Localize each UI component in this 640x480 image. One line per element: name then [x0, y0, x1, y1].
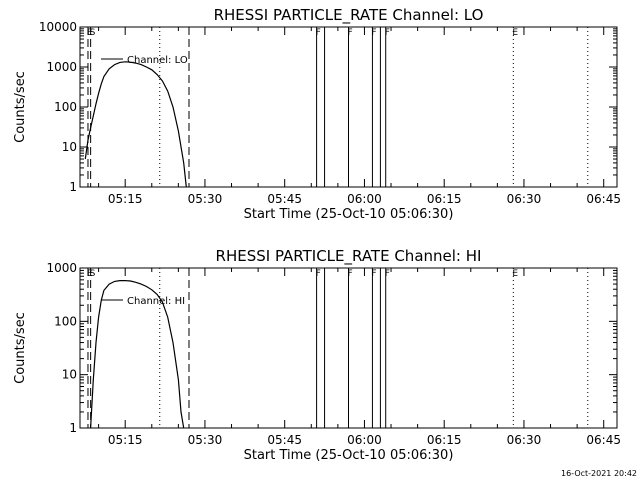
chart1-x-tick-label: 05:30: [188, 433, 223, 447]
chart1-x-tick-label: 06:15: [427, 433, 462, 447]
chart0-x-tick-label: 05:45: [267, 192, 302, 206]
chart1-marker-label: E: [87, 269, 93, 279]
chart0-legend-label: Channel: LO: [127, 55, 188, 66]
chart0-x-tick-label: 06:30: [507, 192, 542, 206]
chart0-marker-label: F: [316, 28, 321, 38]
chart0-x-tick-label: 06:45: [586, 192, 621, 206]
chart1-marker-label: F: [385, 269, 390, 279]
chart0-x-tick-label: 05:15: [108, 192, 143, 206]
chart1-x-tick-label: 05:45: [267, 433, 302, 447]
chart1-y-tick-label: 1000: [46, 261, 77, 275]
chart0-title: RHESSI PARTICLE_RATE Channel: LO: [214, 6, 484, 25]
chart1-marker-label: F: [371, 269, 376, 279]
chart1-x-tick-label: 05:15: [108, 433, 143, 447]
chart1-marker-label: S: [90, 269, 96, 279]
chart1-y-axis-label: Counts/sec: [13, 312, 28, 384]
chart1-y-tick-label: 1: [69, 421, 77, 435]
chart0-x-tick-label: 06:00: [347, 192, 382, 206]
chart1-x-tick-label: 06:30: [507, 433, 542, 447]
chart1-marker-label: F: [316, 269, 321, 279]
chart0-series-line: [84, 61, 187, 188]
chart1-x-tick-label: 06:00: [347, 433, 382, 447]
chart1-series-line: [90, 280, 185, 429]
chart0-marker-label: F: [348, 28, 353, 38]
chart0-y-tick-label: 10000: [39, 20, 77, 34]
chart0-y-tick-label: 10: [62, 140, 77, 154]
chart0-marker-label: E: [87, 28, 93, 38]
chart1-x-axis-label: Start Time (25-Oct-10 05:06:30): [244, 448, 454, 463]
chart0-marker-label: S: [90, 28, 96, 38]
chart0-x-tick-label: 06:15: [427, 192, 462, 206]
chart1-title: RHESSI PARTICLE_RATE Channel: HI: [216, 247, 482, 266]
footer-timestamp: 16-Oct-2021 20:42: [561, 469, 637, 478]
chart1-legend-label: Channel: HI: [127, 296, 185, 307]
chart1-y-tick-label: 10: [62, 368, 77, 382]
chart1-marker-label: F: [348, 269, 353, 279]
chart0-y-tick-label: 100: [54, 100, 77, 114]
chart0-marker-label: F: [371, 28, 376, 38]
chart0-y-axis-label: Counts/sec: [13, 71, 28, 143]
panel-hi: RHESSI PARTICLE_RATE Channel: HI Start Ti…: [13, 247, 621, 463]
chart0-y-tick-label: 1000: [46, 60, 77, 74]
chart1-x-tick-label: 06:45: [586, 433, 621, 447]
chart1-y-tick-label: 100: [54, 314, 77, 328]
chart0-marker-label: E: [512, 28, 518, 38]
chart0-x-axis-label: Start Time (25-Oct-10 05:06:30): [244, 207, 454, 222]
chart0-marker-label: F: [385, 28, 390, 38]
chart1-marker-label: E: [512, 269, 518, 279]
chart0-y-tick-label: 1: [69, 180, 77, 194]
chart0-x-tick-label: 05:30: [188, 192, 223, 206]
panel-lo: RHESSI PARTICLE_RATE Channel: LO Start Ti…: [13, 6, 621, 222]
